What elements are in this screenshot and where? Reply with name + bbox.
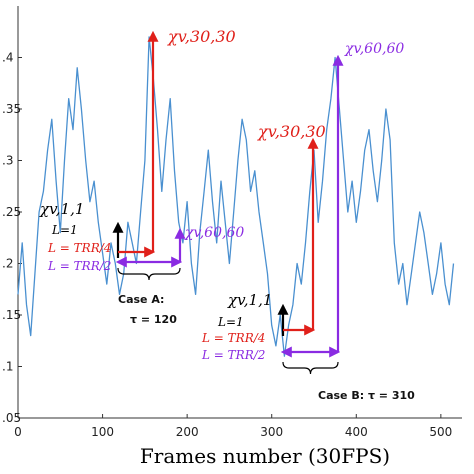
x-tick-label: 400 [345,425,368,439]
x-tick-label: 200 [176,425,199,439]
y-tick-label: .15 [2,308,21,322]
case-a-chi-left: χv,1,1 [39,200,84,218]
x-tick-label: 100 [91,425,114,439]
series-group [17,36,455,357]
y-tick-label: .2 [2,257,13,271]
case-a-chi-top: χv,30,30 [167,27,236,46]
case-b-chi-right: χv,60,60 [344,41,404,57]
series-line [17,36,455,357]
case-b-brace [282,361,339,375]
y-tick-label: .05 [2,411,21,425]
case-a-l2: L = TRR/2 [47,259,111,273]
case-a-l1: L=1 [51,223,78,237]
case-b-l4: L = TRR/4 [201,331,265,345]
case-b-chi-top: χv,30,30 [257,122,326,141]
x-tick-label: 300 [260,425,283,439]
axes: 0 100 200 300 400 500 .4 .35 .3 .25 .2 .15 .1 .05 [2,6,462,439]
case-b-chi-left: χv,1,1 [227,291,272,309]
case-a-chi-right: χv,60,60 [184,225,244,241]
case-a-tau: τ = 120 [130,313,177,326]
case-b-l1: L=1 [217,315,244,329]
case-b-label: Case B: τ = 310 [318,389,415,402]
case-a-label: Case A: [118,293,164,306]
y-tick-label: .1 [2,360,13,374]
x-tick-label: 500 [429,425,452,439]
case-b-l2: L = TRR/2 [201,348,265,362]
case-a-brace [117,267,181,281]
y-tick-label: .25 [2,205,21,219]
y-tick-label: .4 [2,51,13,65]
case-a-l4: L = TRR/4 [47,241,111,255]
annotations-group: χv,30,30 χv,1,1 χv,60,60 L=1 L = TRR/4 L = TR… [39,27,415,402]
y-tick-label: .35 [2,102,21,116]
x-tick-label: 0 [14,425,22,439]
y-tick-label: .3 [2,154,13,168]
x-axis-label: Frames number (30FPS) [140,444,390,468]
